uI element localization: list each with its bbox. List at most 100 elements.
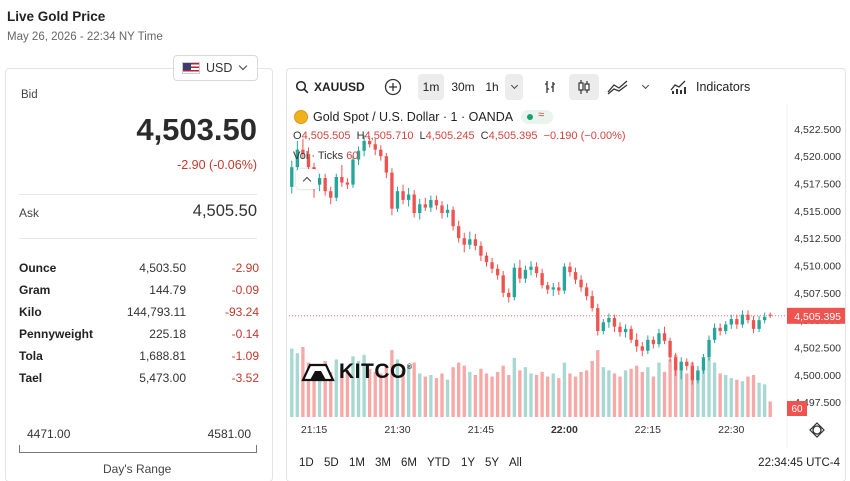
candle-body [668, 340, 672, 358]
volume-bar [724, 375, 728, 417]
candle-body [718, 327, 722, 332]
candle-body [573, 272, 578, 280]
ask-price: 4,505.50 [192, 202, 257, 220]
volume-bar [662, 371, 667, 417]
weight-price: 144,793.11 [126, 305, 186, 319]
indicators-label: Indicators [696, 80, 751, 94]
ask-label: Ask [19, 206, 40, 220]
volume-bar [395, 359, 400, 417]
days-range-bar [19, 445, 257, 453]
indicators-button[interactable]: Indicators [670, 74, 760, 100]
y-tick-label: 4,517.500 [794, 179, 841, 191]
weight-price: 225.18 [149, 327, 186, 341]
range-5d[interactable]: 5D [324, 457, 339, 469]
weight-row-tola: Tola 1,688.81 -1.09 [19, 346, 259, 368]
plus-circle-icon [384, 78, 402, 96]
volume-bar [584, 370, 589, 417]
last-volume-label: 60 [791, 404, 803, 415]
weight-change: -0.14 [231, 327, 259, 341]
candle-body [579, 279, 583, 288]
candle-body [373, 144, 377, 150]
weight-change: -93.24 [224, 305, 259, 319]
range-5y[interactable]: 5Y [485, 457, 500, 469]
days-range-high: 4581.00 [207, 427, 251, 441]
weight-name: Tael [19, 371, 43, 385]
candles-style-button[interactable] [569, 74, 599, 100]
collapse-legend-button[interactable] [296, 169, 318, 189]
volume-bar [523, 367, 528, 417]
volume-bar [379, 373, 383, 417]
range-1y[interactable]: 1Y [461, 457, 476, 469]
candle-body [618, 326, 622, 333]
candlestick-chart[interactable]: 4,522.500 4,520.000 4,517.500 4,515.000 4,51… [287, 103, 846, 449]
range-all[interactable]: All [509, 457, 522, 469]
ohlc-readout: O4,505.505 H4,505.710 L4,505.245 C4,505.… [293, 130, 626, 142]
weight-name: Gram [19, 283, 51, 297]
volume-bar [657, 362, 661, 417]
candle-body [334, 177, 338, 198]
candle-body [534, 266, 539, 274]
range-1m[interactable]: 1M [349, 457, 365, 469]
candle-body [290, 167, 294, 187]
candle-body [490, 262, 494, 269]
compare-symbol-button[interactable] [381, 74, 405, 100]
candle-body [529, 266, 533, 270]
candle-body [623, 328, 628, 333]
volume-bar [323, 361, 327, 417]
volume-bar [735, 379, 739, 417]
volume-bar [757, 382, 761, 417]
chart-clock[interactable]: 22:34:45 UTC-4 [758, 457, 840, 469]
interval-30m[interactable]: 30m [451, 80, 475, 94]
volume-bar [495, 371, 500, 417]
volume-bar [607, 370, 611, 417]
chevron-down-icon [239, 61, 248, 71]
candle-body [390, 172, 394, 209]
y-tick-label: 4,510.000 [794, 261, 841, 273]
chart-widget: XAUUSD 1m 30m 1h Indicators 4,522.500 4,5… [286, 68, 846, 481]
volume-bar [707, 357, 711, 417]
range-1d[interactable]: 1D [299, 457, 314, 469]
divider [19, 238, 257, 239]
volume-bar [451, 367, 455, 417]
kitco-logo: KITCO ® [301, 360, 413, 384]
candle-body [584, 287, 589, 297]
chevron-down-icon [641, 81, 649, 89]
symbol-search-button[interactable]: XAUUSD [291, 74, 369, 100]
currency-select[interactable]: USD [173, 55, 258, 81]
page-title: Live Gold Price [7, 9, 106, 24]
bar-style-button[interactable] [539, 74, 561, 100]
candle-body [729, 319, 733, 325]
weight-row-ounce: Ounce 4,503.50 -2.90 [19, 258, 259, 280]
candle-body [451, 209, 455, 227]
candle-body [662, 333, 667, 341]
candle-body [362, 140, 366, 151]
interval-1m[interactable]: 1m [418, 74, 444, 100]
bid-price: 4,503.50 [136, 112, 257, 147]
open-value: 4,505.505 [301, 130, 351, 142]
volume-bar [317, 370, 322, 417]
volume-bar [685, 373, 689, 417]
volume-bar [612, 373, 617, 417]
symbol-label: XAUUSD [314, 80, 365, 94]
weight-row-kilo: Kilo 144,793.11 -93.24 [19, 302, 259, 324]
chart-type-dropdown[interactable] [637, 74, 653, 100]
candle-body [317, 178, 322, 185]
volume-bar [373, 371, 377, 417]
bid-label: Bid [21, 89, 38, 101]
y-tick-label: 4,502.500 [794, 342, 841, 354]
weight-name: Ounce [19, 261, 57, 275]
interval-1h[interactable]: 1h [485, 80, 499, 94]
chevron-up-icon [302, 176, 312, 185]
volume-bar [551, 373, 555, 417]
range-ytd[interactable]: YTD [427, 457, 450, 469]
volume-bar [590, 361, 594, 417]
chart-type-button[interactable] [605, 74, 631, 100]
range-6m[interactable]: 6M [401, 457, 417, 469]
range-3m[interactable]: 3M [375, 457, 391, 469]
volume-bar [418, 373, 422, 417]
volume-bar [618, 376, 622, 417]
candle-body [440, 205, 444, 214]
interval-dropdown[interactable] [505, 74, 523, 100]
volume-bar [629, 368, 633, 417]
volume-bar [390, 350, 394, 417]
